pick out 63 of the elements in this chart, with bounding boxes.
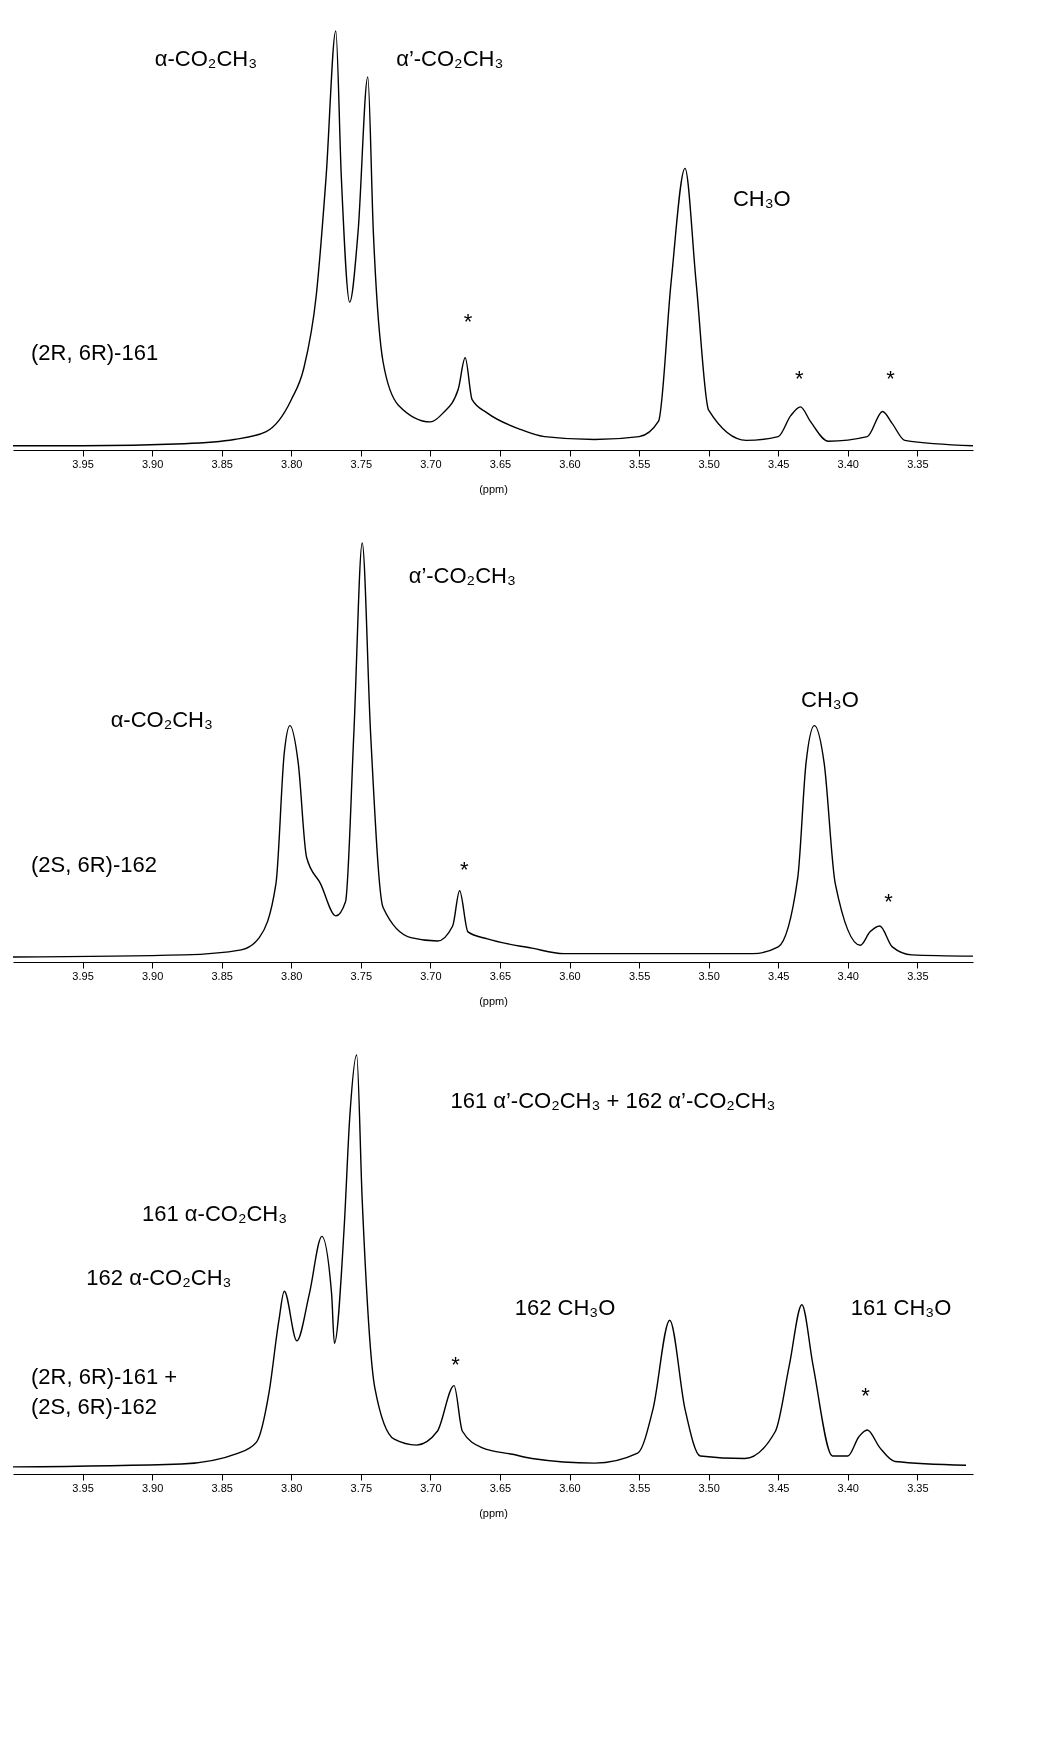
x-tick-label: 3.35 (907, 1481, 929, 1494)
annotation: * (463, 308, 473, 334)
x-tick-label: 3.95 (72, 1481, 94, 1494)
x-tick-label: 3.85 (211, 457, 233, 470)
x-tick-label: 3.40 (837, 457, 859, 470)
annotation: * (451, 1351, 461, 1377)
x-tick-label: 3.70 (420, 457, 442, 470)
annotation: 161 α’-CO₂CH₃ + 162 α’-CO₂CH₃ (450, 1087, 776, 1113)
x-tick-label: 3.65 (489, 1481, 512, 1494)
x-tick-label: 3.90 (141, 969, 164, 982)
x-tick-label: 3.95 (72, 969, 94, 982)
annotation: α’-CO₂CH₃ (408, 563, 516, 589)
x-tick-label: 3.65 (489, 457, 512, 470)
x-axis-title: (ppm) (479, 994, 508, 1007)
x-tick-label: 3.80 (281, 969, 303, 982)
x-tick-label: 3.65 (489, 969, 512, 982)
annotation: * (794, 366, 804, 392)
x-tick-label: 3.95 (72, 457, 94, 470)
x-tick-label: 3.90 (141, 1481, 164, 1494)
x-tick-label: 3.60 (559, 1481, 581, 1494)
x-tick-label: 3.40 (837, 969, 859, 982)
x-tick-label: 3.85 (211, 1481, 233, 1494)
annotation: α’-CO₂CH₃ (396, 45, 504, 71)
text: (2S, 6R)-162 (31, 852, 157, 878)
x-tick-label: 3.50 (698, 1481, 720, 1494)
annotation: 161 α-CO₂CH₃ (142, 1200, 288, 1226)
text: (2R, 6R)-161 + (2S, 6R)-162 (31, 1364, 178, 1420)
x-tick-label: 3.75 (350, 969, 373, 982)
annotation: CH₃O (732, 186, 791, 212)
x-tick-label: 3.70 (420, 1481, 442, 1494)
annotation: α-CO₂CH₃ (110, 707, 213, 732)
annotation: α-CO₂CH₃ (154, 45, 258, 71)
x-tick-label: 3.35 (907, 969, 929, 982)
annotation: * (861, 1383, 871, 1409)
x-tick-label: 3.90 (141, 457, 164, 470)
annotation: CH₃O (801, 687, 859, 713)
x-tick-label: 3.40 (837, 1481, 859, 1494)
x-tick-label: 3.85 (211, 969, 233, 982)
x-tick-label: 3.75 (350, 457, 373, 470)
x-tick-label: 3.45 (768, 457, 790, 470)
x-tick-label: 3.70 (420, 969, 442, 982)
x-tick-label: 3.60 (559, 969, 581, 982)
x-tick-label: 3.50 (698, 969, 720, 982)
x-tick-label: 3.50 (698, 457, 720, 470)
annotation: 162 CH₃O (514, 1295, 616, 1321)
annotation: * (884, 889, 894, 915)
x-tick-label: 3.80 (281, 1481, 303, 1494)
x-tick-label: 3.75 (350, 1481, 373, 1494)
text: (2R, 6R)-161 (31, 340, 159, 366)
x-tick-label: 3.35 (907, 457, 929, 470)
x-axis-title: (ppm) (479, 1506, 508, 1519)
x-tick-label: 3.45 (768, 969, 790, 982)
annotation: * (459, 857, 469, 883)
x-tick-label: 3.55 (628, 1481, 651, 1494)
annotation: 162 α-CO₂CH₃ (86, 1265, 232, 1291)
x-tick-label: 3.60 (559, 457, 581, 470)
x-tick-label: 3.45 (768, 1481, 790, 1494)
x-tick-label: 3.55 (628, 969, 651, 982)
x-tick-label: 3.55 (628, 457, 651, 470)
annotation: * (886, 366, 896, 392)
annotation: 161 CH₃O (850, 1295, 952, 1321)
x-axis-title: (ppm) (479, 482, 508, 495)
x-tick-label: 3.80 (281, 457, 303, 470)
